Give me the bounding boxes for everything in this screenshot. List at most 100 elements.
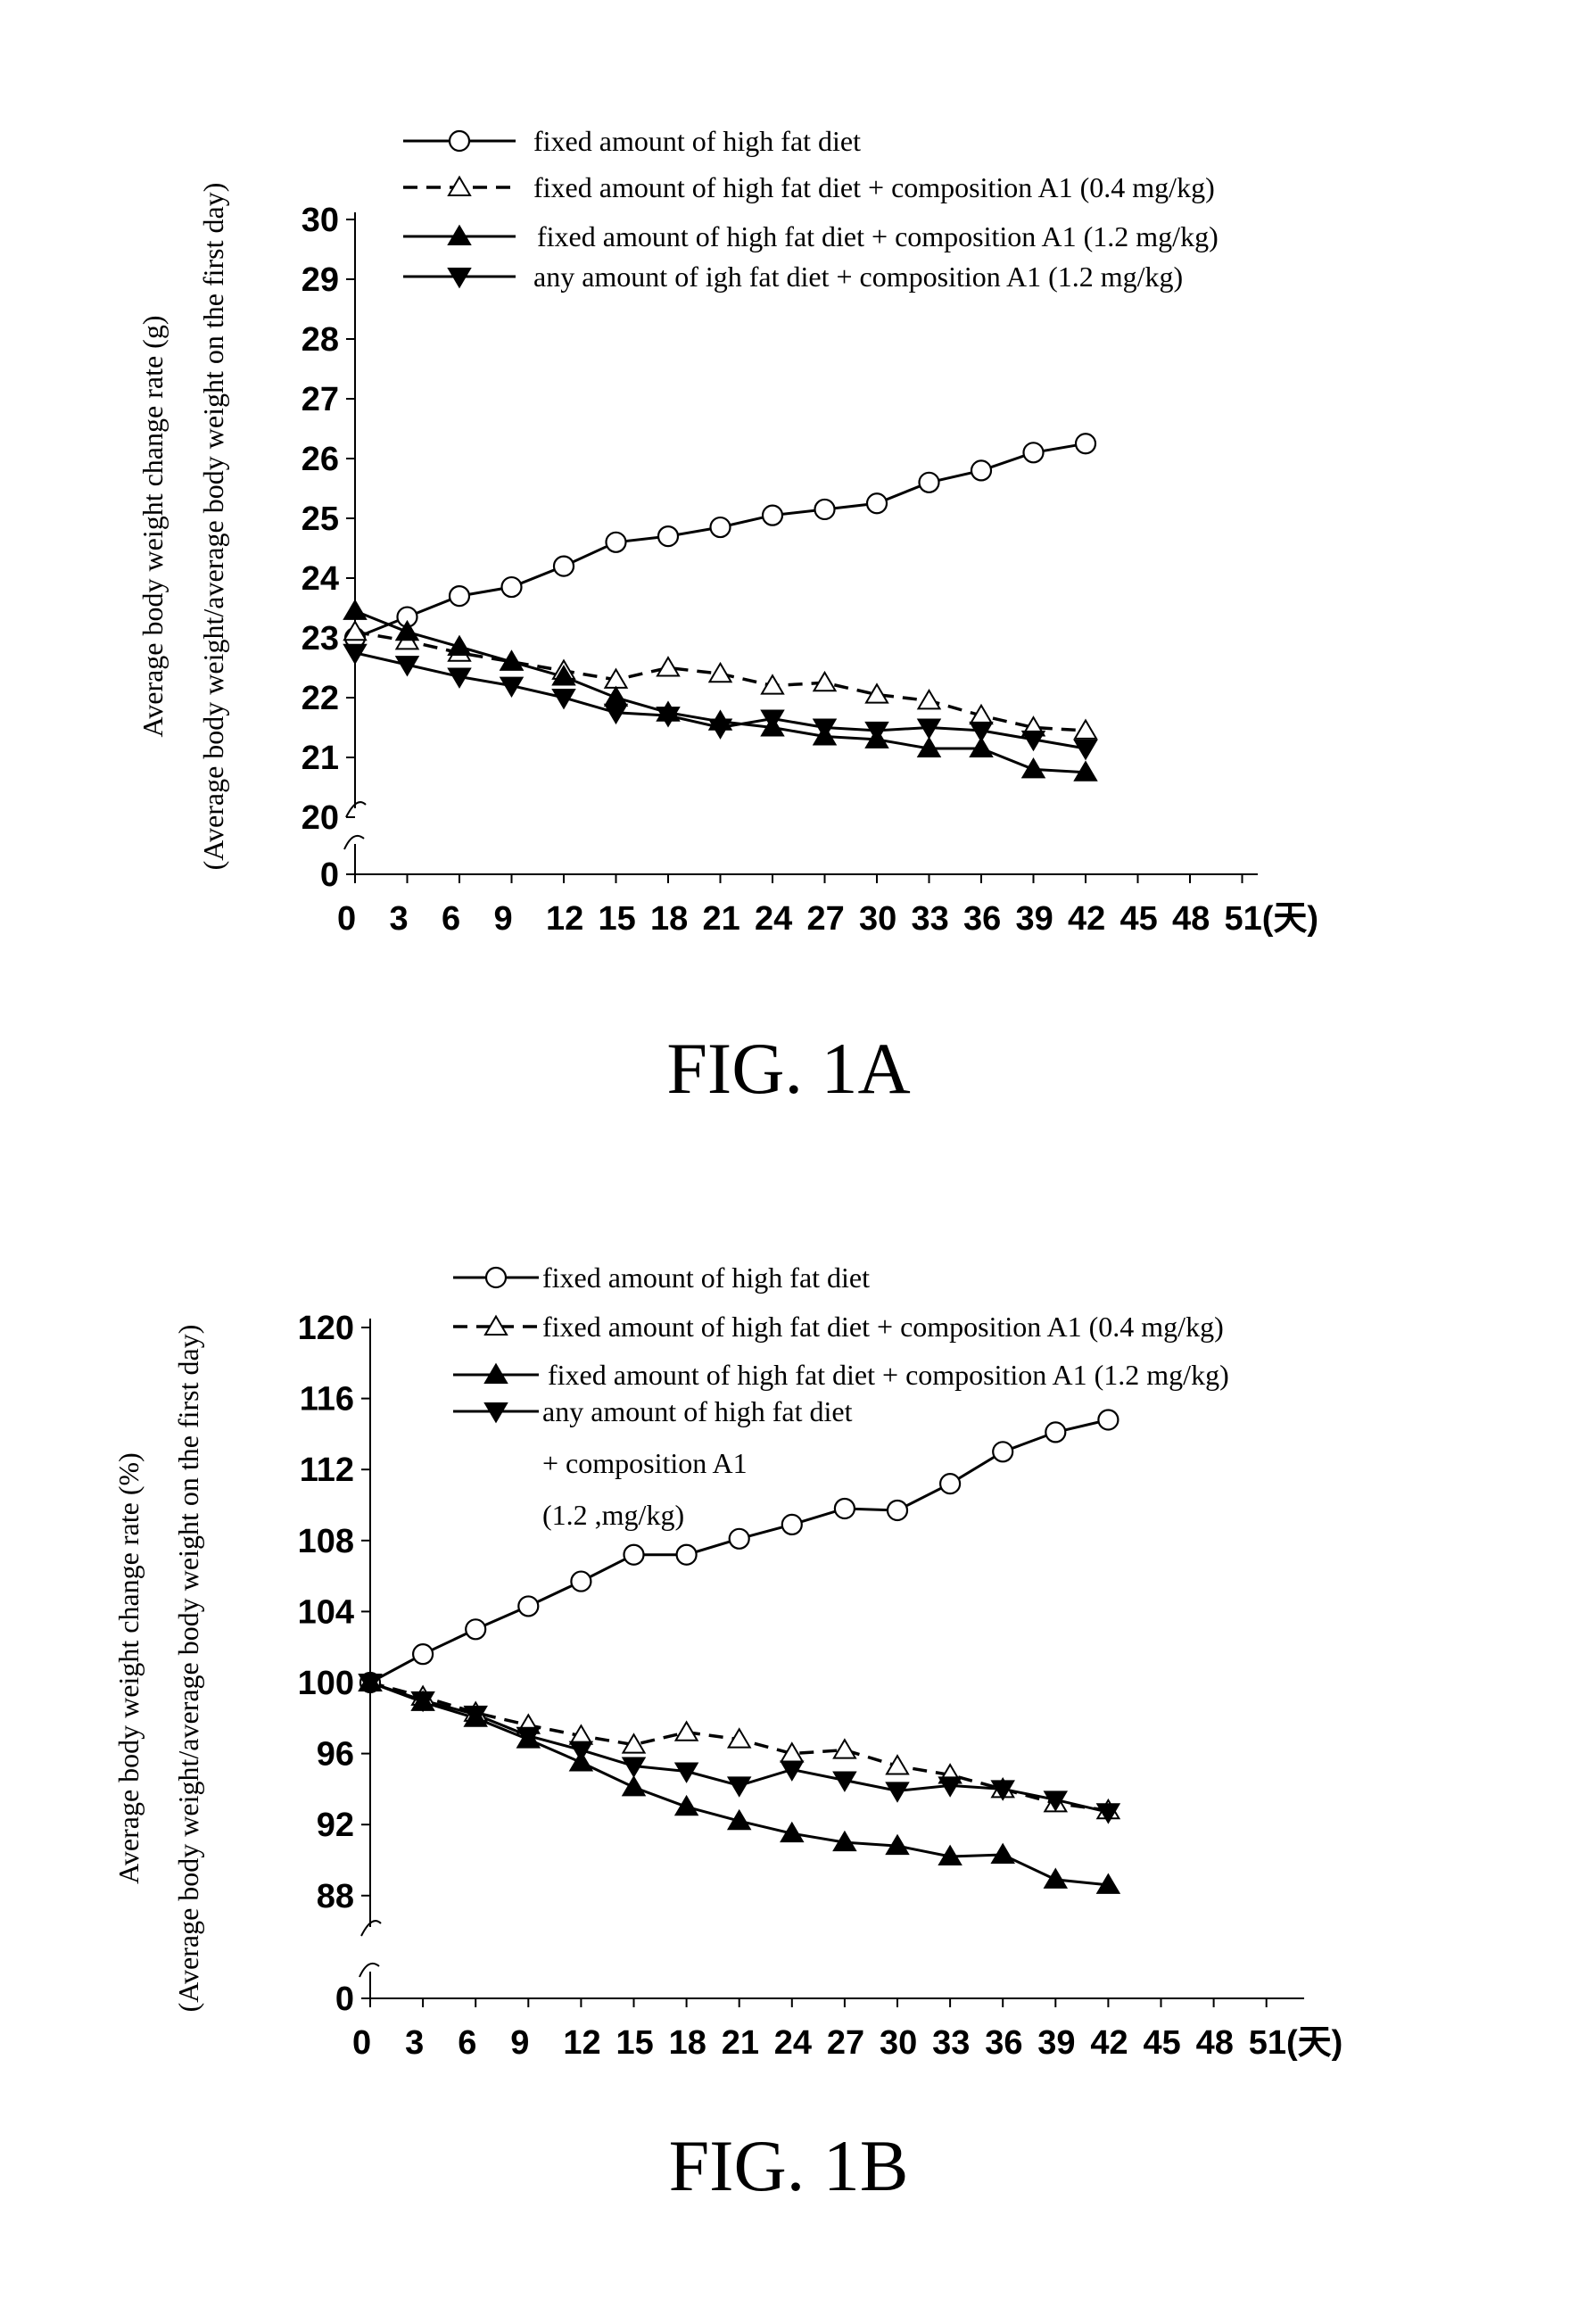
data-point-series-3 xyxy=(344,600,366,618)
legend-label: + composition A1 xyxy=(542,1447,748,1479)
x-tick-label: 27 xyxy=(807,900,845,938)
data-point-series-2 xyxy=(834,1740,855,1757)
data-point-series-1 xyxy=(835,1499,855,1518)
x-tick-label: 12 xyxy=(546,900,583,938)
figure-page: 0202122232425262728293003691215182124273… xyxy=(0,0,1578,2324)
x-tick-label: 18 xyxy=(650,900,688,938)
data-point-series-4 xyxy=(887,1782,908,1800)
data-point-series-4 xyxy=(729,1777,750,1795)
y-axis-subtitle: (Average body weight/average body weight… xyxy=(197,183,229,871)
y-tick-label: 30 xyxy=(302,202,339,239)
data-point-series-2 xyxy=(676,1722,698,1740)
data-point-series-2 xyxy=(762,675,783,693)
x-tick-label: 51(天) xyxy=(1249,2024,1343,2062)
x-tick-label: 0 xyxy=(352,2024,371,2062)
data-point-series-1 xyxy=(466,1619,485,1639)
x-tick-label: 15 xyxy=(599,900,636,938)
data-point-series-1 xyxy=(940,1474,960,1493)
y-axis-subtitle: (Average body weight/average body weight… xyxy=(172,1325,204,2013)
legend-label: fixed amount of high fat diet + composit… xyxy=(542,1311,1224,1343)
data-point-series-3 xyxy=(1023,759,1045,777)
x-tick-label: 33 xyxy=(932,2024,970,2062)
data-point-series-1 xyxy=(607,533,626,552)
y-tick-label: 88 xyxy=(317,1878,354,1915)
data-point-series-1 xyxy=(993,1442,1012,1461)
chart-fig-1b: 0889296100104108112116120036912151821242… xyxy=(112,1261,1343,2062)
x-tick-label: 0 xyxy=(337,900,356,938)
data-point-series-1 xyxy=(1098,1410,1118,1429)
y-tick-label: 21 xyxy=(302,740,339,777)
y-tick-label: 24 xyxy=(302,560,339,598)
y-tick-label: 29 xyxy=(302,261,339,299)
x-tick-label: 18 xyxy=(669,2024,706,2062)
data-point-series-1 xyxy=(763,506,782,525)
x-tick-label: 48 xyxy=(1196,2024,1234,2062)
data-point-series-1 xyxy=(782,1515,802,1534)
y-tick-label: 20 xyxy=(302,799,339,837)
data-point-series-1 xyxy=(867,493,887,513)
y-tick-label: 116 xyxy=(300,1381,354,1418)
y-axis-title: Average body weight change rate (g) xyxy=(136,316,169,738)
legend-label: fixed amount of high fat diet xyxy=(533,125,861,157)
y-tick-label: 120 xyxy=(298,1310,354,1347)
x-tick-label: 9 xyxy=(510,2024,529,2062)
x-tick-label: 48 xyxy=(1172,900,1210,938)
x-tick-label: 3 xyxy=(405,2024,424,2062)
data-point-series-1 xyxy=(815,500,835,519)
y-tick-label: 0 xyxy=(335,1981,354,2018)
data-point-series-3 xyxy=(606,688,627,706)
axis-break-mark xyxy=(346,802,366,817)
legend-label: (1.2 ,mg/kg) xyxy=(542,1499,684,1531)
data-point-series-1 xyxy=(971,460,991,480)
x-tick-label: 27 xyxy=(827,2024,864,2062)
data-point-series-1 xyxy=(413,1644,433,1664)
legend-label: any amount of high fat diet xyxy=(542,1395,853,1427)
y-tick-label: 92 xyxy=(317,1807,354,1844)
x-tick-label: 24 xyxy=(755,900,792,938)
x-tick-label: 9 xyxy=(494,900,513,938)
data-point-series-2 xyxy=(1075,720,1096,738)
data-point-series-1 xyxy=(730,1529,749,1549)
axis-break-mark xyxy=(361,1921,381,1936)
y-tick-label: 104 xyxy=(298,1593,354,1631)
x-tick-label: 36 xyxy=(985,2024,1022,2062)
y-tick-label: 25 xyxy=(302,500,339,538)
data-point-series-1 xyxy=(624,1545,644,1565)
data-point-series-1 xyxy=(658,526,678,546)
x-tick-label: 3 xyxy=(390,900,409,938)
y-axis-title: Average body weight change rate (%) xyxy=(112,1452,145,1884)
x-tick-label: 42 xyxy=(1068,900,1105,938)
data-point-series-1 xyxy=(1024,442,1044,462)
data-point-series-2 xyxy=(919,691,940,708)
x-tick-label: 42 xyxy=(1090,2024,1128,2062)
data-point-series-1 xyxy=(554,557,574,576)
x-tick-label: 21 xyxy=(703,900,740,938)
x-tick-label: 45 xyxy=(1144,2024,1181,2062)
y-tick-label: 28 xyxy=(302,321,339,359)
x-tick-label: 21 xyxy=(722,2024,759,2062)
y-tick-label: 96 xyxy=(317,1736,354,1774)
y-tick-label: 27 xyxy=(302,381,339,418)
data-point-series-3 xyxy=(624,1777,645,1795)
x-tick-label: 45 xyxy=(1120,900,1158,938)
data-point-series-1 xyxy=(711,517,731,537)
data-point-series-1 xyxy=(502,577,522,597)
data-point-series-1 xyxy=(920,473,939,492)
data-point-series-4 xyxy=(1075,740,1096,758)
x-tick-label: 33 xyxy=(912,900,949,938)
x-tick-label: 39 xyxy=(1037,2024,1075,2062)
data-point-series-1 xyxy=(571,1572,591,1592)
legend-marker xyxy=(450,131,469,151)
data-point-series-1 xyxy=(518,1596,538,1616)
legend-marker xyxy=(486,1268,506,1287)
data-point-series-2 xyxy=(657,658,679,675)
x-tick-label: 6 xyxy=(442,900,460,938)
data-point-series-2 xyxy=(729,1729,750,1747)
data-point-series-3 xyxy=(1045,1869,1066,1887)
data-point-series-1 xyxy=(1076,434,1095,453)
data-point-series-2 xyxy=(710,664,731,682)
x-tick-label: 30 xyxy=(859,900,896,938)
data-point-series-1 xyxy=(888,1501,907,1520)
figure-caption-1a: FIG. 1A xyxy=(666,1028,910,1109)
legend-label: fixed amount of high fat diet + composit… xyxy=(537,220,1219,252)
